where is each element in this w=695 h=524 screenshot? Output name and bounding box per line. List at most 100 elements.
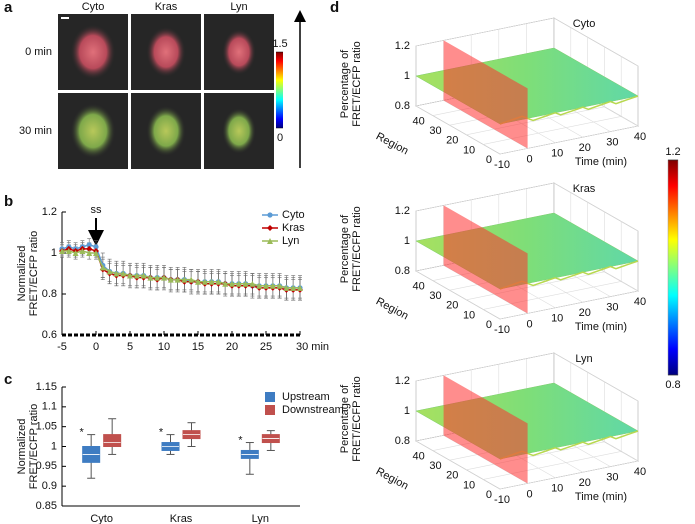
annotation: ss bbox=[91, 204, 103, 216]
column-label: Kras bbox=[155, 1, 178, 13]
x-tick-label: 20 bbox=[226, 341, 238, 353]
significance: * bbox=[238, 434, 243, 446]
z-tick-label: 1 bbox=[404, 405, 410, 417]
marker bbox=[267, 225, 273, 231]
marker bbox=[235, 280, 242, 287]
panel-label: b bbox=[4, 193, 13, 210]
series-line bbox=[62, 250, 300, 289]
z-tick-label: 0.8 bbox=[395, 100, 410, 112]
cell-signal bbox=[146, 26, 186, 78]
y-tick-label: 40 bbox=[413, 451, 425, 463]
y-tick-label: 0 bbox=[486, 489, 492, 501]
grid-line bbox=[415, 182, 555, 212]
marker bbox=[99, 264, 106, 271]
grid-line bbox=[499, 460, 639, 490]
legend-label: Kras bbox=[282, 222, 305, 234]
x-tick-label: Lyn bbox=[252, 513, 269, 524]
y-tick-label: 10 bbox=[463, 479, 475, 491]
row-label: 0 min bbox=[25, 46, 52, 58]
x-tick-label: 15 bbox=[192, 341, 204, 353]
marker bbox=[276, 282, 283, 289]
y-axis-label: Region bbox=[374, 130, 410, 157]
marker bbox=[242, 280, 249, 287]
grid-line bbox=[483, 451, 622, 480]
marker bbox=[127, 272, 133, 279]
cell-signal bbox=[222, 29, 256, 75]
z-axis-label: Percentage of bbox=[339, 49, 351, 118]
z-tick-label: 0.8 bbox=[395, 435, 410, 447]
marker bbox=[269, 282, 276, 289]
surface-title: Lyn bbox=[575, 353, 592, 365]
marker bbox=[222, 280, 229, 287]
stimulus-plane bbox=[443, 375, 528, 484]
panel-label: d bbox=[330, 0, 339, 16]
cell-signal bbox=[146, 105, 186, 157]
column-label: Lyn bbox=[230, 1, 247, 13]
z-axis-label: Percentage of bbox=[339, 384, 351, 453]
grid-line bbox=[483, 281, 622, 310]
marker bbox=[93, 250, 99, 256]
y-axis-label: Region bbox=[374, 295, 410, 322]
marker bbox=[249, 280, 256, 287]
significance: * bbox=[80, 427, 85, 439]
z-axis-label: FRET/ECFP ratio bbox=[351, 376, 363, 461]
x-axis-label: Time (min) bbox=[575, 156, 627, 168]
marker bbox=[263, 282, 269, 289]
marker bbox=[86, 250, 93, 256]
y-tick-label: 10 bbox=[463, 309, 475, 321]
y-tick-label: 0 bbox=[486, 319, 492, 331]
marker bbox=[256, 282, 263, 289]
y-tick-label: 1 bbox=[51, 247, 57, 259]
row-label: 30 min bbox=[19, 125, 52, 137]
marker bbox=[195, 278, 201, 285]
y-tick-label: 0.8 bbox=[42, 288, 57, 300]
marker bbox=[147, 274, 154, 281]
z-axis-label: Percentage of bbox=[339, 214, 351, 283]
colorbar-tick-label: 0.8 bbox=[665, 379, 680, 391]
panel-label: c bbox=[4, 371, 12, 388]
y-tick-label: 0.95 bbox=[36, 460, 57, 472]
x-tick-label: 10 bbox=[551, 483, 563, 495]
y-tick-label: 0.85 bbox=[36, 500, 57, 512]
colorbar-tick-label: 1.2 bbox=[665, 146, 680, 158]
marker bbox=[283, 284, 290, 291]
x-tick-label: 20 bbox=[579, 142, 591, 154]
x-tick-label: 40 bbox=[634, 466, 646, 478]
y-axis-label: Normalized bbox=[16, 419, 28, 475]
x-axis-label: Time (min) bbox=[575, 321, 627, 333]
x-tick-label: 5 bbox=[127, 341, 133, 353]
y-axis-label: FRET/ECFP ratio bbox=[28, 231, 40, 316]
y-tick-label: 30 bbox=[429, 290, 441, 302]
surface-title: Cyto bbox=[573, 18, 596, 30]
y-tick-label: 20 bbox=[446, 135, 458, 147]
x-tick-label: 0 bbox=[527, 488, 533, 500]
marker bbox=[188, 276, 195, 283]
marker bbox=[297, 284, 303, 291]
y-tick-label: 20 bbox=[446, 300, 458, 312]
marker bbox=[79, 247, 86, 254]
y-tick-label: 1.15 bbox=[36, 381, 57, 393]
x-tick-label: 0 bbox=[527, 318, 533, 330]
x-tick-label: 10 bbox=[158, 341, 170, 353]
stimulus-plane bbox=[443, 40, 528, 149]
marker bbox=[174, 276, 181, 283]
marker bbox=[93, 244, 99, 250]
x-tick-label: 25 bbox=[260, 341, 272, 353]
colorbar-tick-label: 1.5 bbox=[272, 38, 287, 50]
box bbox=[103, 434, 122, 448]
x-tick-label: 30 bbox=[606, 302, 618, 314]
y-tick-label: 10 bbox=[463, 144, 475, 156]
stimulus-plane bbox=[443, 205, 528, 314]
marker bbox=[65, 247, 72, 254]
x-tick-label: 0 bbox=[93, 341, 99, 353]
grid-line bbox=[483, 116, 622, 145]
grid-line bbox=[415, 105, 501, 155]
z-tick-label: 1 bbox=[404, 235, 410, 247]
x-axis-label: Time (min) bbox=[575, 491, 627, 503]
grid-line bbox=[499, 125, 639, 155]
marker bbox=[267, 238, 273, 244]
marker bbox=[167, 276, 174, 283]
grid-line bbox=[415, 352, 555, 382]
cell-signal bbox=[222, 108, 256, 154]
